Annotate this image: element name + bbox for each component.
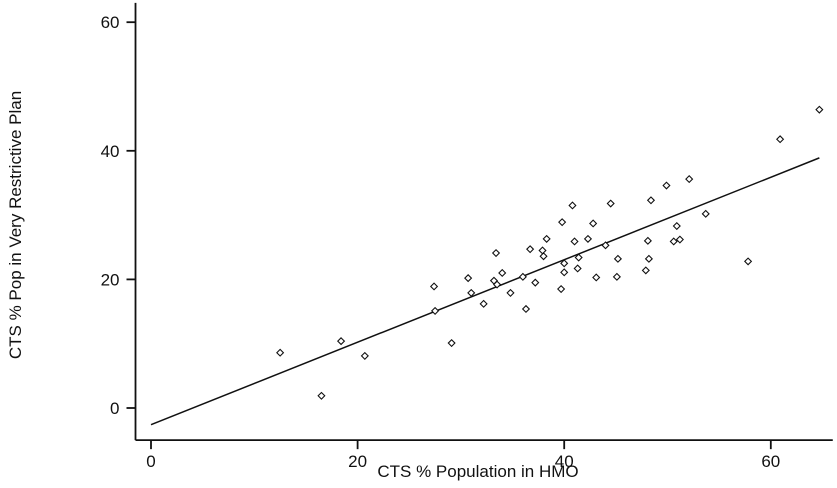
data-point <box>815 105 824 114</box>
data-point <box>560 268 569 277</box>
data-point <box>574 253 583 262</box>
y-tick-label: 20 <box>101 270 120 289</box>
data-point <box>592 273 601 282</box>
data-point <box>570 237 579 246</box>
data-point <box>542 234 551 243</box>
data-point <box>669 237 678 246</box>
data-point <box>360 351 369 360</box>
data-point <box>492 280 502 289</box>
data-point <box>675 235 684 244</box>
y-axis-ticks: 0 20 40 60 <box>101 13 136 418</box>
data-point <box>557 284 566 294</box>
data-point <box>336 337 346 346</box>
data-point <box>641 266 650 275</box>
y-tick-label: 60 <box>101 13 120 32</box>
data-point <box>430 306 440 315</box>
data-point <box>601 241 610 250</box>
data-point <box>701 209 710 218</box>
x-tick-label: 60 <box>761 452 780 471</box>
data-point <box>531 278 540 287</box>
y-axis-title: CTS % Pop in Very Restrictive Plan <box>6 91 25 359</box>
y-tick-label: 0 <box>110 399 119 418</box>
data-point <box>612 272 621 281</box>
data-point <box>776 135 785 144</box>
data-point <box>672 221 681 231</box>
data-point <box>606 199 615 208</box>
data-point <box>643 236 652 245</box>
x-axis-ticks: 0 20 40 60 <box>146 440 780 471</box>
data-point <box>560 259 569 268</box>
data-point <box>447 338 456 348</box>
data-point <box>491 248 501 258</box>
data-point <box>526 245 535 254</box>
data-point <box>506 288 515 297</box>
data-point <box>644 254 653 263</box>
data-point <box>589 219 598 228</box>
x-axis-title: CTS % Population in HMO <box>377 462 578 481</box>
data-point <box>685 175 694 184</box>
data-point <box>498 268 507 278</box>
data-point <box>464 274 473 283</box>
data-point <box>521 304 531 314</box>
data-point <box>518 272 527 281</box>
data-point <box>573 264 582 273</box>
data-point <box>568 201 577 210</box>
data-point <box>558 218 567 227</box>
x-tick-label: 0 <box>146 452 155 471</box>
data-point <box>743 257 753 266</box>
data-point <box>583 234 593 243</box>
data-point <box>538 246 547 255</box>
fit-line <box>150 157 820 426</box>
data-point <box>429 282 439 291</box>
x-tick-label: 20 <box>348 452 367 471</box>
data-point <box>276 348 285 357</box>
data-point <box>539 252 548 261</box>
data-point <box>662 181 671 190</box>
y-tick-label: 40 <box>101 142 120 161</box>
data-point <box>467 288 476 297</box>
data-point <box>646 196 656 205</box>
data-point <box>613 254 622 263</box>
data-points <box>276 105 824 400</box>
data-point <box>479 299 488 308</box>
data-point <box>317 391 326 400</box>
x-tick-label: 40 <box>555 452 574 471</box>
